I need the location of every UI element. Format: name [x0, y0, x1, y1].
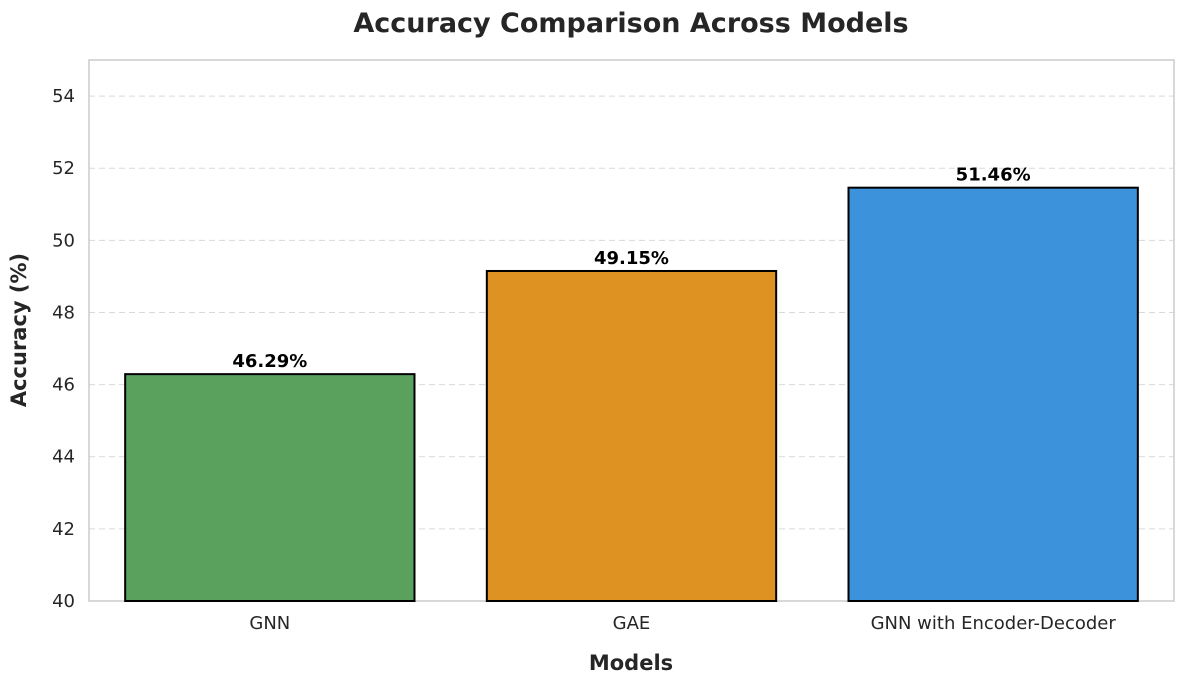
y-tick-label: 40: [52, 591, 75, 612]
y-axis-ticks: 40 42 44 46 48 50 52 54: [52, 86, 75, 612]
data-label: 51.46%: [956, 165, 1031, 186]
chart-title: Accuracy Comparison Across Models: [353, 8, 908, 39]
bars: [124, 186, 1139, 602]
y-tick-label: 50: [52, 230, 75, 251]
y-tick-label: 54: [52, 86, 75, 107]
bar: [124, 373, 416, 602]
x-tick-label: GNN: [249, 613, 290, 634]
x-axis-ticks: GNN GAE GNN with Encoder-Decoder: [249, 613, 1116, 634]
x-tick-label: GNN with Encoder-Decoder: [871, 613, 1117, 634]
y-tick-label: 44: [52, 447, 75, 468]
bar: [485, 269, 778, 602]
data-labels: 46.29% 49.15% 51.46%: [232, 165, 1030, 372]
bar: [847, 186, 1139, 602]
x-axis-label: Models: [589, 651, 673, 675]
x-tick-label: GAE: [613, 613, 651, 634]
y-tick-label: 48: [52, 302, 75, 323]
y-tick-label: 42: [52, 519, 75, 540]
data-label: 49.15%: [594, 248, 669, 269]
data-label: 46.29%: [232, 351, 307, 372]
y-tick-label: 46: [52, 375, 75, 396]
y-tick-label: 52: [52, 158, 75, 179]
y-axis-label: Accuracy (%): [7, 253, 31, 407]
